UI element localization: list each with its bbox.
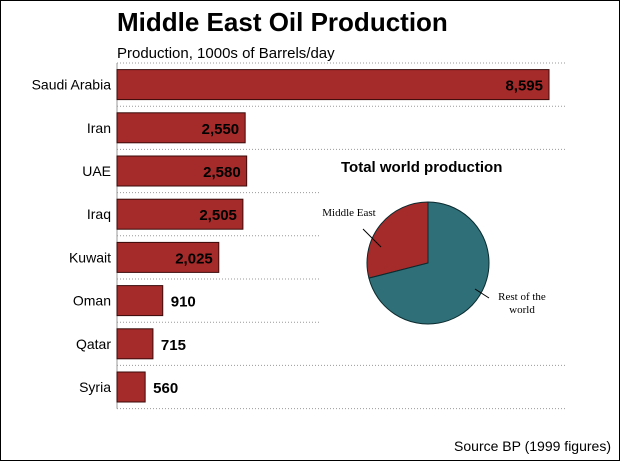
value-label: 2,550 (202, 121, 240, 138)
bar-iraq (116, 198, 244, 230)
category-label: Saudi Arabia (32, 77, 112, 93)
source-note: Source BP (1999 figures) (454, 438, 611, 454)
value-label: 8,595 (505, 78, 543, 95)
bar-uae (116, 155, 248, 187)
bar-syria (116, 371, 146, 403)
category-label: Iraq (87, 206, 111, 222)
bar-qatar (116, 328, 154, 360)
chart-title: Middle East Oil Production (117, 7, 448, 37)
category-label: Qatar (76, 336, 111, 352)
pie-slice-middle-east (366, 201, 429, 279)
value-label: 2,505 (199, 207, 237, 224)
pie-label-middle-east: Middle East (322, 207, 376, 219)
value-label: 560 (153, 380, 178, 397)
category-label: Oman (73, 293, 111, 309)
category-label: Kuwait (69, 249, 111, 265)
pie-label-rest-of-world: Rest of the world (498, 291, 546, 316)
pie-title: Total world production (341, 159, 503, 176)
category-label: Iran (87, 120, 111, 136)
pie-slice-rest-of-world (368, 201, 490, 325)
leader-line-middle-east (362, 228, 382, 248)
bar-saudi-arabia (116, 69, 550, 101)
bar-oman (116, 285, 164, 317)
bar-iran (116, 112, 246, 144)
category-label: Syria (79, 379, 111, 395)
value-label: 715 (161, 337, 186, 354)
value-label: 2,025 (175, 250, 213, 267)
value-label: 910 (171, 294, 196, 311)
bar-kuwait (116, 241, 220, 273)
chart-subtitle: Production, 1000s of Barrels/day (117, 45, 335, 62)
category-label: UAE (82, 163, 111, 179)
leader-line-rest-of-world (474, 288, 490, 299)
value-label: 2,580 (203, 164, 241, 181)
